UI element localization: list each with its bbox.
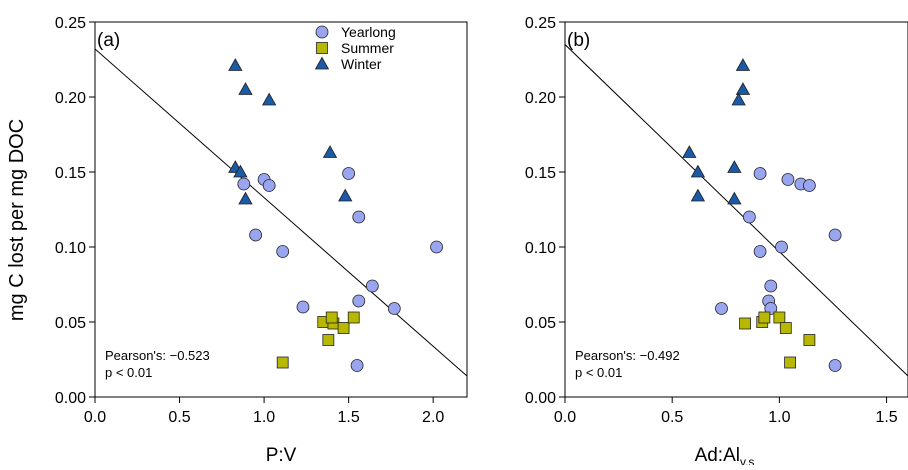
- point-winter-b: [682, 145, 697, 158]
- y-tick-label-b: 0.10: [525, 240, 556, 257]
- point-summer-a: [322, 334, 335, 346]
- point-winter-a: [338, 188, 353, 202]
- point-summer-a: [325, 311, 338, 324]
- annotation-a: Pearson's: −0.523: [105, 348, 210, 363]
- point-yearlong-a: [276, 245, 290, 258]
- x-tick-label-a: 0.5: [168, 409, 190, 426]
- x-axis-label-b: Ad:Alv,s: [695, 445, 755, 465]
- y-tick-label-a: 0.25: [55, 15, 86, 32]
- point-yearlong-b: [753, 167, 767, 180]
- point-summer-b: [773, 311, 786, 324]
- point-yearlong-b: [715, 302, 728, 315]
- point-winter-b: [727, 191, 742, 205]
- y-tick-label-a: 0.15: [55, 165, 86, 182]
- point-yearlong-a: [296, 300, 310, 314]
- point-yearlong-b: [828, 359, 842, 372]
- plot-frame-a: [94, 21, 468, 398]
- point-yearlong-a: [430, 240, 443, 254]
- y-tick-label-b: 0.20: [525, 90, 556, 107]
- point-winter-a: [238, 82, 253, 95]
- x-axis-label-subscript-b: v,s: [740, 455, 754, 465]
- panel-b: 0.00 0.05 0.10 0.15 0.20 0.25 0.0 0.5 1.0 1.5 Ad:A…: [525, 15, 908, 469]
- y-tick-label-a: 0.00: [55, 390, 86, 407]
- x-tick-label-b: 1.5: [875, 409, 897, 426]
- point-yearlong-a: [350, 359, 364, 372]
- legend-marker-winter: [314, 56, 330, 70]
- point-summer-b: [803, 334, 816, 346]
- regression-line-a: [95, 48, 467, 377]
- point-yearlong-b: [764, 279, 778, 293]
- annotation-a: p < 0.01: [105, 365, 152, 380]
- y-tick-label-b: 0.25: [525, 15, 556, 32]
- plot-frame-b: [564, 21, 908, 398]
- point-yearlong-a: [237, 177, 251, 191]
- point-yearlong-a: [352, 294, 366, 308]
- y-axis-label: mg C lost per mg DOC: [6, 119, 28, 321]
- y-tick-label-a: 0.05: [55, 315, 86, 332]
- point-yearlong-a: [262, 179, 276, 192]
- x-tick-label-a: 1.5: [338, 409, 360, 426]
- point-winter-a: [238, 191, 253, 205]
- annotation-b: p < 0.01: [575, 365, 622, 380]
- point-yearlong-a: [365, 279, 379, 293]
- x-tick-label-a: 2.0: [422, 409, 444, 426]
- legend-label-winter: Winter: [341, 56, 382, 72]
- legend-label-yearlong: Yearlong: [341, 24, 396, 40]
- point-winter-b: [690, 164, 706, 178]
- y-tick-label-a: 0.20: [55, 90, 86, 107]
- point-winter-a: [233, 164, 248, 178]
- point-yearlong-b: [802, 179, 816, 192]
- point-winter-b: [735, 58, 751, 71]
- y-tick-label-b: 0.05: [525, 315, 556, 332]
- panel-a: 0.00 0.05 0.10 0.15 0.20 0.25 0.0 0.5 1.0 1.5 2.0 P…: [55, 15, 468, 466]
- point-winter-b: [731, 92, 746, 106]
- y-tick-label-a: 0.10: [55, 240, 86, 257]
- point-winter-b: [735, 82, 751, 95]
- point-yearlong-b: [753, 245, 767, 258]
- point-summer-b: [758, 311, 771, 324]
- legend-marker-yearlong: [315, 25, 329, 39]
- panel-label-a: (a): [97, 30, 120, 51]
- point-yearlong-a: [352, 210, 366, 224]
- point-winter-b: [727, 160, 742, 173]
- x-axis-label-a: P:V: [266, 445, 297, 465]
- annotation-b: Pearson's: −0.492: [575, 348, 680, 363]
- point-yearlong-b: [828, 228, 842, 242]
- point-yearlong-a: [249, 228, 263, 242]
- point-yearlong-b: [775, 240, 788, 254]
- point-winter-a: [261, 92, 277, 106]
- point-yearlong-b: [781, 173, 795, 186]
- point-yearlong-b: [764, 302, 778, 315]
- point-summer-b: [779, 322, 792, 334]
- legend-label-summer: Summer: [341, 40, 394, 56]
- panel-label-b: (b): [567, 30, 590, 51]
- x-tick-label-a: 0.0: [84, 409, 106, 426]
- x-tick-label-b: 1.0: [768, 409, 790, 426]
- point-winter-a: [322, 145, 338, 158]
- x-tick-label-b: 0.0: [554, 409, 576, 426]
- point-yearlong-b: [742, 210, 756, 224]
- point-winter-b: [690, 188, 706, 202]
- point-winter-a: [228, 58, 243, 71]
- point-yearlong-a: [342, 167, 356, 180]
- y-tick-label-b: 0.00: [525, 390, 556, 407]
- y-tick-label-b: 0.15: [525, 165, 556, 182]
- x-tick-label-a: 1.0: [253, 409, 275, 426]
- legend-marker-summer: [316, 42, 328, 54]
- regression-line-b: [565, 44, 908, 377]
- point-summer-b: [739, 317, 751, 330]
- point-summer-b: [784, 356, 796, 369]
- point-yearlong-a: [387, 302, 401, 315]
- point-summer-a: [276, 356, 289, 369]
- point-summer-a: [337, 322, 350, 334]
- point-summer-a: [347, 311, 360, 324]
- x-tick-label-b: 0.5: [661, 409, 683, 426]
